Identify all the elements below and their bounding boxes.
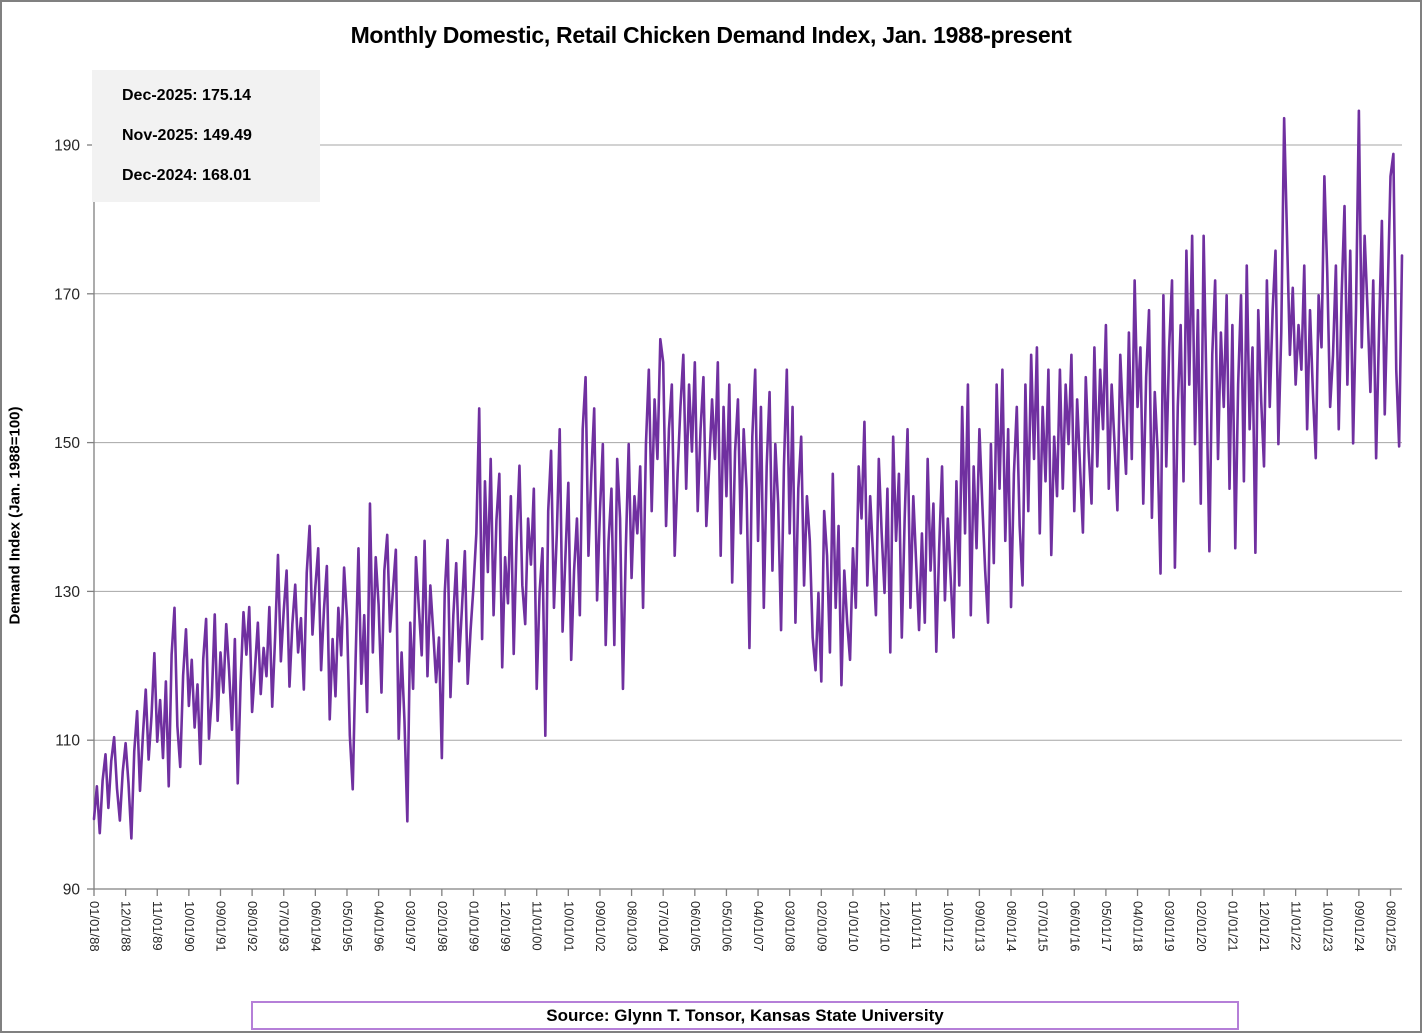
x-tick-label: 05/01/17 — [1099, 901, 1114, 952]
x-tick-label: 06/01/16 — [1067, 901, 1082, 952]
x-tick-label: 08/01/03 — [625, 901, 640, 952]
x-tick-label: 09/01/13 — [972, 901, 987, 952]
demand-index-line — [92, 109, 1404, 840]
y-tick-label: 170 — [54, 286, 80, 303]
x-tick-label: 03/01/97 — [403, 901, 418, 952]
x-tick-label: 12/01/99 — [498, 901, 513, 952]
y-tick-label: 150 — [54, 435, 80, 452]
x-tick-label: 10/01/23 — [1320, 901, 1335, 952]
x-tick-label: 10/01/01 — [561, 901, 576, 952]
x-tick-label: 01/01/21 — [1225, 901, 1240, 952]
x-tick-label: 09/01/91 — [213, 901, 228, 952]
x-tick-label: 12/01/88 — [119, 901, 134, 952]
x-tick-label: 10/01/90 — [182, 901, 197, 952]
source-box: Source: Glynn T. Tonsor, Kansas State Un… — [251, 1001, 1239, 1030]
x-tick-label: 04/01/07 — [751, 901, 766, 952]
x-tick-label: 07/01/93 — [277, 901, 292, 952]
x-tick-label: 12/01/21 — [1257, 901, 1272, 952]
x-tick-label: 05/01/95 — [340, 901, 355, 952]
x-tick-label: 04/01/18 — [1131, 901, 1146, 952]
x-tick-label: 11/01/11 — [909, 901, 924, 950]
latest-values-annotation-box: Dec-2025: 175.14 Nov-2025: 149.49 Dec-20… — [92, 70, 320, 202]
x-tick-label: 12/01/10 — [878, 901, 893, 952]
x-tick-label: 02/01/98 — [435, 901, 450, 952]
x-tick-label: 11/01/00 — [530, 901, 545, 951]
x-tick-label: 10/01/12 — [941, 901, 956, 952]
x-tick-label: 09/01/24 — [1352, 901, 1367, 952]
x-tick-label: 02/01/09 — [814, 901, 829, 952]
x-tick-label: 09/01/02 — [593, 901, 608, 952]
x-tick-label: 07/01/15 — [1036, 901, 1051, 952]
x-tick-label: 08/01/92 — [245, 901, 260, 952]
y-tick-label: 110 — [55, 733, 80, 750]
x-tick-label: 08/01/25 — [1384, 901, 1399, 952]
x-tick-label: 03/01/08 — [783, 901, 798, 952]
x-tick-label: 11/01/89 — [150, 901, 165, 951]
chart-title: Monthly Domestic, Retail Chicken Demand … — [350, 22, 1072, 48]
x-tick-label: 05/01/06 — [719, 901, 734, 952]
x-tick-label: 02/01/20 — [1194, 901, 1209, 952]
x-tick-label: 06/01/94 — [308, 901, 323, 952]
x-tick-label: 01/01/88 — [87, 901, 102, 952]
y-tick-label: 90 — [63, 882, 81, 899]
y-tick-label: 130 — [54, 584, 80, 601]
y-tick-label: 190 — [54, 138, 80, 155]
x-tick-label: 01/01/10 — [846, 901, 861, 952]
x-tick-label: 07/01/04 — [656, 901, 671, 952]
annotation-nov-2025: Nov-2025: 149.49 — [122, 127, 252, 144]
annotation-dec-2024: Dec-2024: 168.01 — [122, 167, 251, 184]
x-tick-label: 06/01/05 — [688, 901, 703, 952]
x-tick-label: 08/01/14 — [1004, 901, 1019, 952]
x-tick-label: 01/01/99 — [466, 901, 481, 952]
source-text: Source: Glynn T. Tonsor, Kansas State Un… — [546, 1005, 944, 1025]
x-tick-label: 11/01/22 — [1289, 901, 1304, 951]
x-tick-label: 03/01/19 — [1162, 901, 1177, 952]
annotation-dec-2025: Dec-2025: 175.14 — [122, 87, 251, 104]
x-tick-label: 04/01/96 — [372, 901, 387, 952]
